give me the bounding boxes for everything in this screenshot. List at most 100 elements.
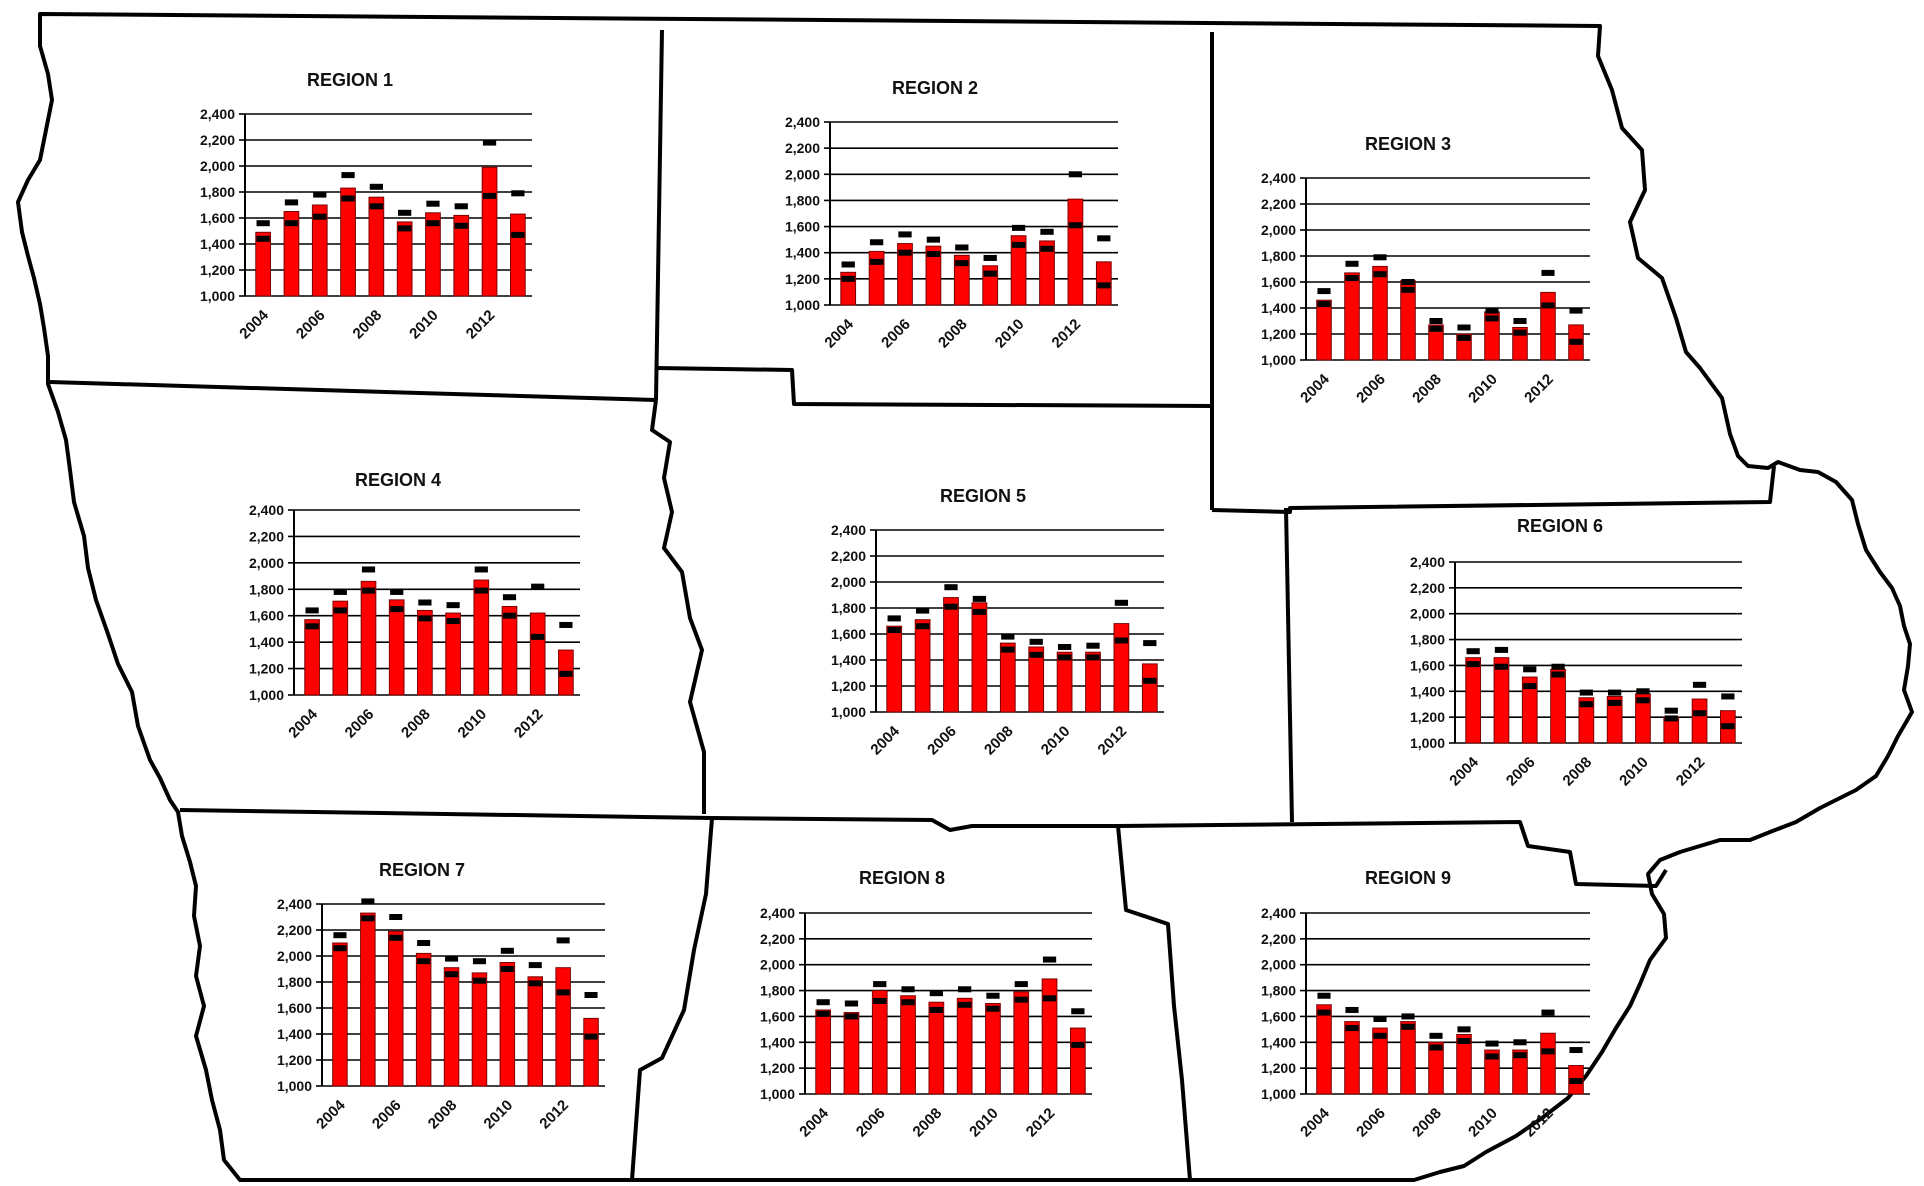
bar-2009 [956, 997, 973, 1095]
bar-2011 [1512, 1049, 1528, 1095]
upper-marker-2005 [1494, 646, 1509, 653]
upper-marker-2006 [389, 914, 403, 920]
lower-marker-2007 [417, 958, 431, 965]
upper-marker-2008 [418, 599, 432, 606]
y-tick-label: 2,200 [1261, 196, 1296, 212]
lower-marker-2004 [333, 945, 347, 952]
x-tick-label: 2008 [910, 1105, 946, 1141]
upper-marker-2012 [1114, 599, 1129, 606]
upper-marker-2012 [482, 139, 497, 146]
upper-marker-2004 [841, 261, 855, 268]
upper-marker-2010 [1485, 307, 1499, 314]
region-chart-8: REGION 8 1,000 1,200 1,400 1,600 1,800 2,000 2,… [760, 868, 1092, 1140]
x-tick-label: 2010 [992, 316, 1028, 352]
lower-marker-2012 [482, 192, 497, 199]
lower-marker-2010 [1057, 654, 1072, 661]
lower-marker-2011 [1513, 329, 1527, 336]
bar-2007 [1400, 1021, 1416, 1095]
upper-marker-2004 [1317, 992, 1331, 999]
bar-2005 [1493, 657, 1510, 744]
x-tick-label: 2012 [1023, 1105, 1059, 1141]
y-tick-label: 2,400 [277, 896, 312, 912]
upper-marker-2007 [390, 588, 404, 595]
upper-marker-2007 [972, 595, 987, 602]
bar-2005 [1344, 272, 1360, 361]
border-r3-r6 [1211, 465, 1776, 514]
upper-marker-2005 [1345, 260, 1359, 267]
lower-marker-2008 [1429, 1044, 1443, 1051]
x-tick-label: 2008 [398, 706, 434, 742]
bar-2004 [1465, 657, 1482, 744]
bar-2011 [453, 214, 470, 297]
x-tick-label: 2006 [1503, 754, 1539, 790]
lower-marker-2013 [1143, 677, 1157, 684]
y-tick-label: 2,000 [831, 574, 866, 590]
y-tick-label: 1,800 [1410, 632, 1445, 648]
lower-marker-2012 [1114, 637, 1129, 644]
upper-marker-2012 [1541, 1009, 1555, 1016]
upper-marker-2006 [898, 231, 912, 238]
lower-marker-2012 [531, 633, 545, 640]
x-tick-label: 2004 [796, 1104, 832, 1140]
y-tick-label: 1,000 [1261, 1086, 1296, 1102]
lower-marker-2011 [502, 612, 517, 619]
x-tick-label: 2010 [1038, 723, 1074, 759]
bar-2009 [1456, 1034, 1472, 1095]
lower-marker-2006 [944, 603, 958, 610]
region-chart-9: REGION 9 1,000 1,200 1,400 1,600 1,800 2,000 2,… [1261, 868, 1590, 1140]
lower-marker-2008 [1579, 701, 1593, 708]
upper-marker-2005 [284, 199, 299, 206]
upper-marker-2011 [528, 962, 542, 969]
border-r2-r5 [655, 366, 1213, 408]
lower-marker-2010 [1485, 1053, 1499, 1060]
upper-marker-2013 [1097, 235, 1111, 242]
chart-title: REGION 6 [1517, 516, 1603, 536]
x-tick-label: 2008 [1560, 754, 1596, 790]
bar-2009 [396, 221, 413, 297]
upper-marker-2009 [1457, 1026, 1471, 1033]
upper-marker-2007 [1401, 279, 1415, 285]
y-tick-label: 1,600 [1410, 657, 1445, 673]
upper-marker-2011 [454, 203, 468, 210]
y-tick-label: 2,200 [831, 548, 866, 564]
bar-2008 [1428, 1041, 1444, 1095]
bar-2004 [815, 1009, 832, 1095]
y-tick-label: 1,800 [200, 184, 235, 200]
chart-title: REGION 7 [379, 860, 465, 880]
bar-2006 [943, 597, 959, 713]
lower-marker-2005 [915, 623, 930, 630]
bar-2010 [425, 212, 441, 297]
y-tick-label: 2,000 [1410, 606, 1445, 622]
bar-2009 [1606, 695, 1623, 744]
upper-marker-2004 [1317, 288, 1331, 295]
x-tick-label: 2004 [236, 306, 272, 342]
x-tick-label: 2004 [285, 705, 321, 741]
lower-marker-2007 [1401, 286, 1415, 293]
border-r5-r8 [711, 816, 1118, 832]
lower-marker-2010 [500, 966, 514, 972]
y-tick-label: 1,000 [831, 704, 866, 720]
upper-marker-2008 [1429, 318, 1443, 324]
upper-marker-2008 [955, 244, 969, 251]
lower-marker-2011 [1040, 245, 1054, 252]
region-chart-6: REGION 6 1,000 1,200 1,400 1,600 1,800 2,000 2,… [1410, 516, 1742, 789]
bar-2004 [886, 625, 903, 713]
upper-marker-2010 [474, 566, 488, 573]
bar-2007 [900, 995, 916, 1095]
upper-marker-2008 [1001, 633, 1015, 640]
x-tick-label: 2004 [821, 315, 857, 351]
lower-marker-2004 [1466, 661, 1480, 668]
lower-marker-2008 [929, 1006, 943, 1013]
bar-2012 [1540, 291, 1556, 361]
y-tick-label: 1,200 [1261, 1060, 1296, 1076]
bar-2009 [445, 612, 461, 696]
map-borders [16, 12, 1914, 1182]
y-tick-label: 1,800 [1261, 248, 1296, 264]
bar-2006 [1372, 1027, 1388, 1095]
y-tick-label: 1,400 [1261, 1034, 1296, 1050]
upper-marker-2006 [1373, 254, 1387, 261]
lower-marker-2006 [1373, 1032, 1387, 1039]
upper-marker-2011 [1014, 981, 1028, 988]
x-tick-label: 2010 [1616, 754, 1652, 790]
lower-marker-2009 [958, 1001, 972, 1008]
